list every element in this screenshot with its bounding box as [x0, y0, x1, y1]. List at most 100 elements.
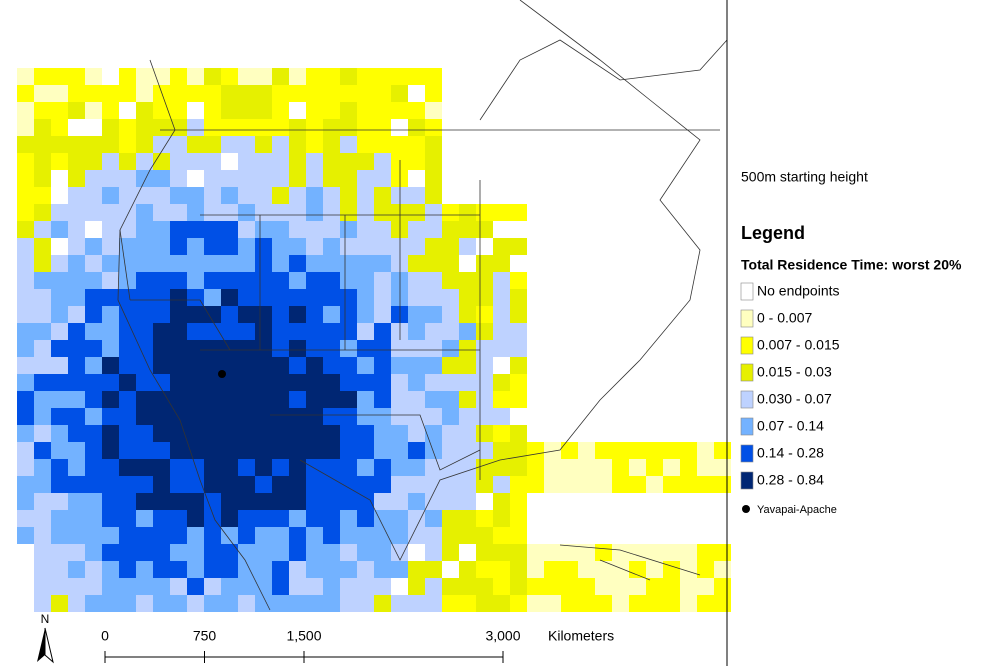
grid-cell	[238, 153, 255, 170]
grid-cell	[408, 442, 425, 459]
grid-cell	[714, 442, 731, 459]
grid-cell	[85, 459, 102, 476]
grid-cell	[119, 170, 136, 187]
grid-cell	[408, 255, 425, 272]
legend-subtitle: Total Residence Time: worst 20%	[741, 257, 962, 273]
grid-cell	[306, 459, 323, 476]
grid-cell	[408, 357, 425, 374]
grid-cell	[153, 340, 170, 357]
grid-cell	[476, 544, 493, 561]
grid-cell	[102, 340, 119, 357]
grid-cell	[289, 323, 306, 340]
grid-cell	[629, 442, 646, 459]
grid-cell	[442, 595, 459, 612]
grid-cell	[680, 561, 697, 578]
grid-cell	[119, 204, 136, 221]
grid-cell	[374, 272, 391, 289]
grid-cell	[425, 289, 442, 306]
grid-cell	[289, 85, 306, 102]
grid-cell	[204, 527, 221, 544]
grid-cell	[119, 544, 136, 561]
grid-cell	[102, 255, 119, 272]
grid-cell	[119, 595, 136, 612]
grid-cell	[459, 238, 476, 255]
grid-cell	[153, 323, 170, 340]
grid-cell	[442, 289, 459, 306]
grid-cell	[425, 255, 442, 272]
grid-cell	[391, 136, 408, 153]
grid-cell	[408, 510, 425, 527]
grid-cell	[544, 561, 561, 578]
grid-cell	[221, 119, 238, 136]
grid-cell	[238, 476, 255, 493]
grid-cell	[306, 493, 323, 510]
grid-cell	[374, 68, 391, 85]
grid-cell	[34, 289, 51, 306]
grid-cell	[561, 561, 578, 578]
grid-cell	[340, 578, 357, 595]
grid-cell	[153, 510, 170, 527]
grid-cell	[323, 238, 340, 255]
grid-cell	[697, 578, 714, 595]
grid-cell	[459, 527, 476, 544]
grid-cell	[119, 442, 136, 459]
grid-cell	[68, 476, 85, 493]
grid-cell	[238, 187, 255, 204]
grid-cell	[272, 544, 289, 561]
grid-cell	[612, 476, 629, 493]
grid-cell	[102, 391, 119, 408]
grid-cell	[187, 221, 204, 238]
grid-cell	[17, 391, 34, 408]
grid-cell	[51, 561, 68, 578]
grid-cell	[340, 527, 357, 544]
grid-cell	[255, 408, 272, 425]
grid-cell	[476, 306, 493, 323]
grid-cell	[255, 357, 272, 374]
grid-cell	[221, 442, 238, 459]
grid-cell	[357, 357, 374, 374]
grid-cell	[102, 153, 119, 170]
grid-cell	[442, 272, 459, 289]
grid-cell	[663, 561, 680, 578]
grid-cell	[68, 544, 85, 561]
grid-cell	[459, 306, 476, 323]
grid-cell	[663, 595, 680, 612]
grid-cell	[136, 170, 153, 187]
grid-cell	[493, 306, 510, 323]
grid-cell	[289, 595, 306, 612]
grid-cell	[510, 578, 527, 595]
grid-cell	[306, 255, 323, 272]
grid-cell	[408, 340, 425, 357]
grid-cell	[119, 561, 136, 578]
grid-cell	[204, 357, 221, 374]
grid-cell	[340, 306, 357, 323]
grid-cell	[153, 102, 170, 119]
grid-cell	[68, 561, 85, 578]
grid-cell	[221, 408, 238, 425]
grid-cell	[459, 510, 476, 527]
grid-cell	[476, 272, 493, 289]
grid-cell	[629, 476, 646, 493]
grid-cell	[170, 153, 187, 170]
grid-cell	[221, 68, 238, 85]
grid-cell	[34, 510, 51, 527]
grid-cell	[136, 340, 153, 357]
grid-cell	[476, 408, 493, 425]
grid-cell	[272, 153, 289, 170]
grid-cell	[476, 374, 493, 391]
grid-cell	[34, 255, 51, 272]
grid-cell	[595, 476, 612, 493]
grid-cell	[221, 102, 238, 119]
grid-cell	[289, 357, 306, 374]
grid-cell	[425, 391, 442, 408]
grid-cell	[493, 408, 510, 425]
grid-cell	[612, 442, 629, 459]
grid-cell	[170, 391, 187, 408]
caribbean	[559, 544, 701, 581]
grid-cell	[255, 136, 272, 153]
grid-cell	[187, 289, 204, 306]
grid-cell	[612, 561, 629, 578]
grid-cell	[680, 442, 697, 459]
grid-cell	[85, 187, 102, 204]
grid-cell	[51, 442, 68, 459]
